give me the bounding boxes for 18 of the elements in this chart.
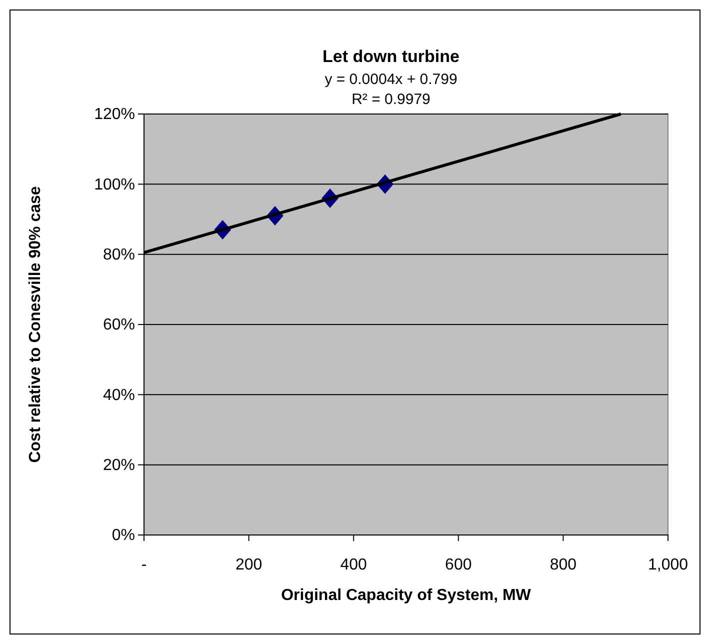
y-axis-title: Cost relative to Conesville 90% case [27, 186, 44, 463]
y-tick-label: 20% [102, 456, 135, 474]
y-tick-label: 60% [102, 316, 135, 334]
text: R² = 0.9979 [352, 91, 430, 108]
y-tick-label: 120% [94, 106, 135, 124]
y-tick-label: 100% [94, 176, 135, 194]
y-tick-label: 80% [102, 246, 135, 264]
y-tick-label: 0% [112, 527, 135, 544]
x-tick-label: 600 [445, 556, 472, 574]
x-tick-label: 1,000 [648, 556, 688, 574]
y-tick-label: 40% [102, 386, 135, 404]
text: y = 0.0004x + 0.799 [324, 71, 458, 88]
x-tick-label: 800 [550, 556, 577, 574]
x-tick-label: 400 [340, 556, 368, 574]
x-tick-label: 200 [235, 556, 262, 574]
chart-title: Let down turbine [322, 47, 460, 66]
x-axis-title: Original Capacity of System, MW [281, 587, 532, 604]
x-tick-label: - [141, 556, 147, 574]
